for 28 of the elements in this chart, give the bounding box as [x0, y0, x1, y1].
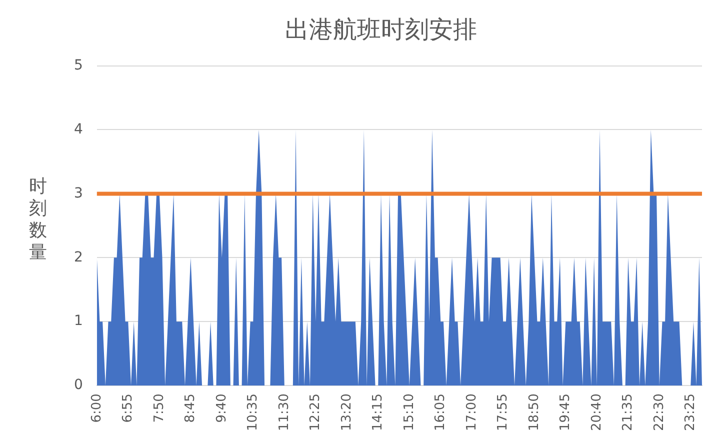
x-tick-label: 22:30: [652, 394, 667, 432]
y-tick-label: 3: [74, 185, 83, 202]
x-tick-label: 8:45: [183, 394, 198, 423]
x-tick-label: 23:25: [683, 394, 698, 432]
x-tick-label: 6:55: [120, 394, 136, 423]
x-tick-label: 17:00: [464, 394, 480, 432]
x-tick-label: 15:10: [402, 394, 417, 432]
y-tick-label: 1: [74, 313, 83, 330]
x-tick-label: 16:05: [433, 394, 448, 432]
x-tick-label: 9:40: [214, 394, 230, 423]
y-axis-title: 时刻数量: [28, 176, 48, 264]
x-tick-label: 7:50: [152, 394, 167, 423]
y-tick-label: 0: [74, 377, 83, 394]
y-tick-label: 2: [74, 249, 83, 266]
x-tick-label: 21:35: [620, 394, 636, 432]
chart-title: 出港航班时刻安排: [285, 16, 477, 44]
x-tick-label: 18:50: [526, 394, 542, 432]
x-tick-label: 13:20: [339, 394, 354, 432]
x-tick-label: 17:55: [496, 394, 511, 432]
x-tick-label: 20:40: [589, 394, 604, 432]
x-tick-label: 19:45: [558, 394, 574, 432]
x-tick-label: 11:30: [276, 394, 292, 432]
x-tick-label: 14:15: [370, 394, 386, 432]
y-tick-label: 4: [74, 121, 83, 138]
x-tick-label: 6:00: [89, 394, 104, 423]
y-tick-label: 5: [74, 57, 83, 74]
x-tick-label: 12:25: [308, 394, 324, 432]
x-tick-label: 10:35: [246, 394, 261, 432]
